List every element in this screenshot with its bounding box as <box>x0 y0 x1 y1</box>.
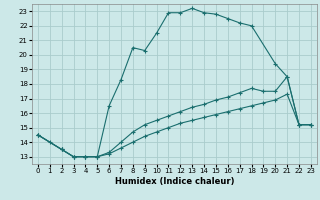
X-axis label: Humidex (Indice chaleur): Humidex (Indice chaleur) <box>115 177 234 186</box>
